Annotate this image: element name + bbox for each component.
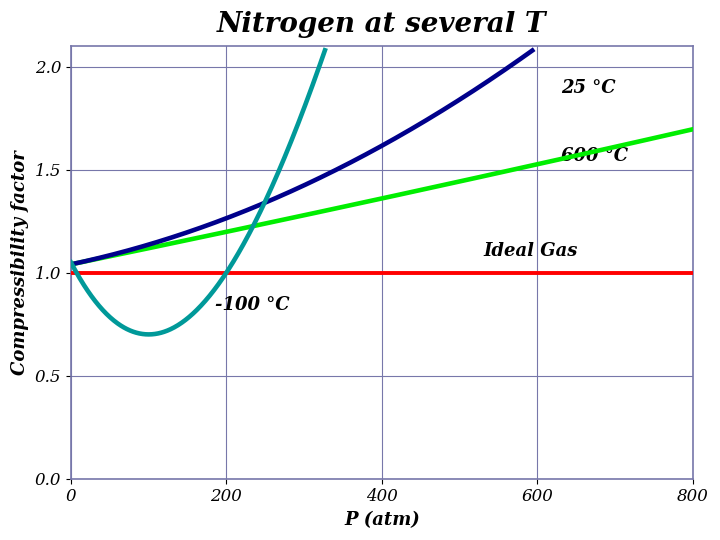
Title: Nitrogen at several T: Nitrogen at several T	[217, 11, 546, 38]
Text: Ideal Gas: Ideal Gas	[483, 242, 577, 260]
Text: 600 °C: 600 °C	[561, 147, 628, 165]
Text: 25 °C: 25 °C	[561, 79, 616, 97]
X-axis label: P (atm): P (atm)	[344, 511, 420, 529]
Text: -100 °C: -100 °C	[215, 296, 289, 314]
Y-axis label: Compressibility factor: Compressibility factor	[11, 150, 29, 375]
